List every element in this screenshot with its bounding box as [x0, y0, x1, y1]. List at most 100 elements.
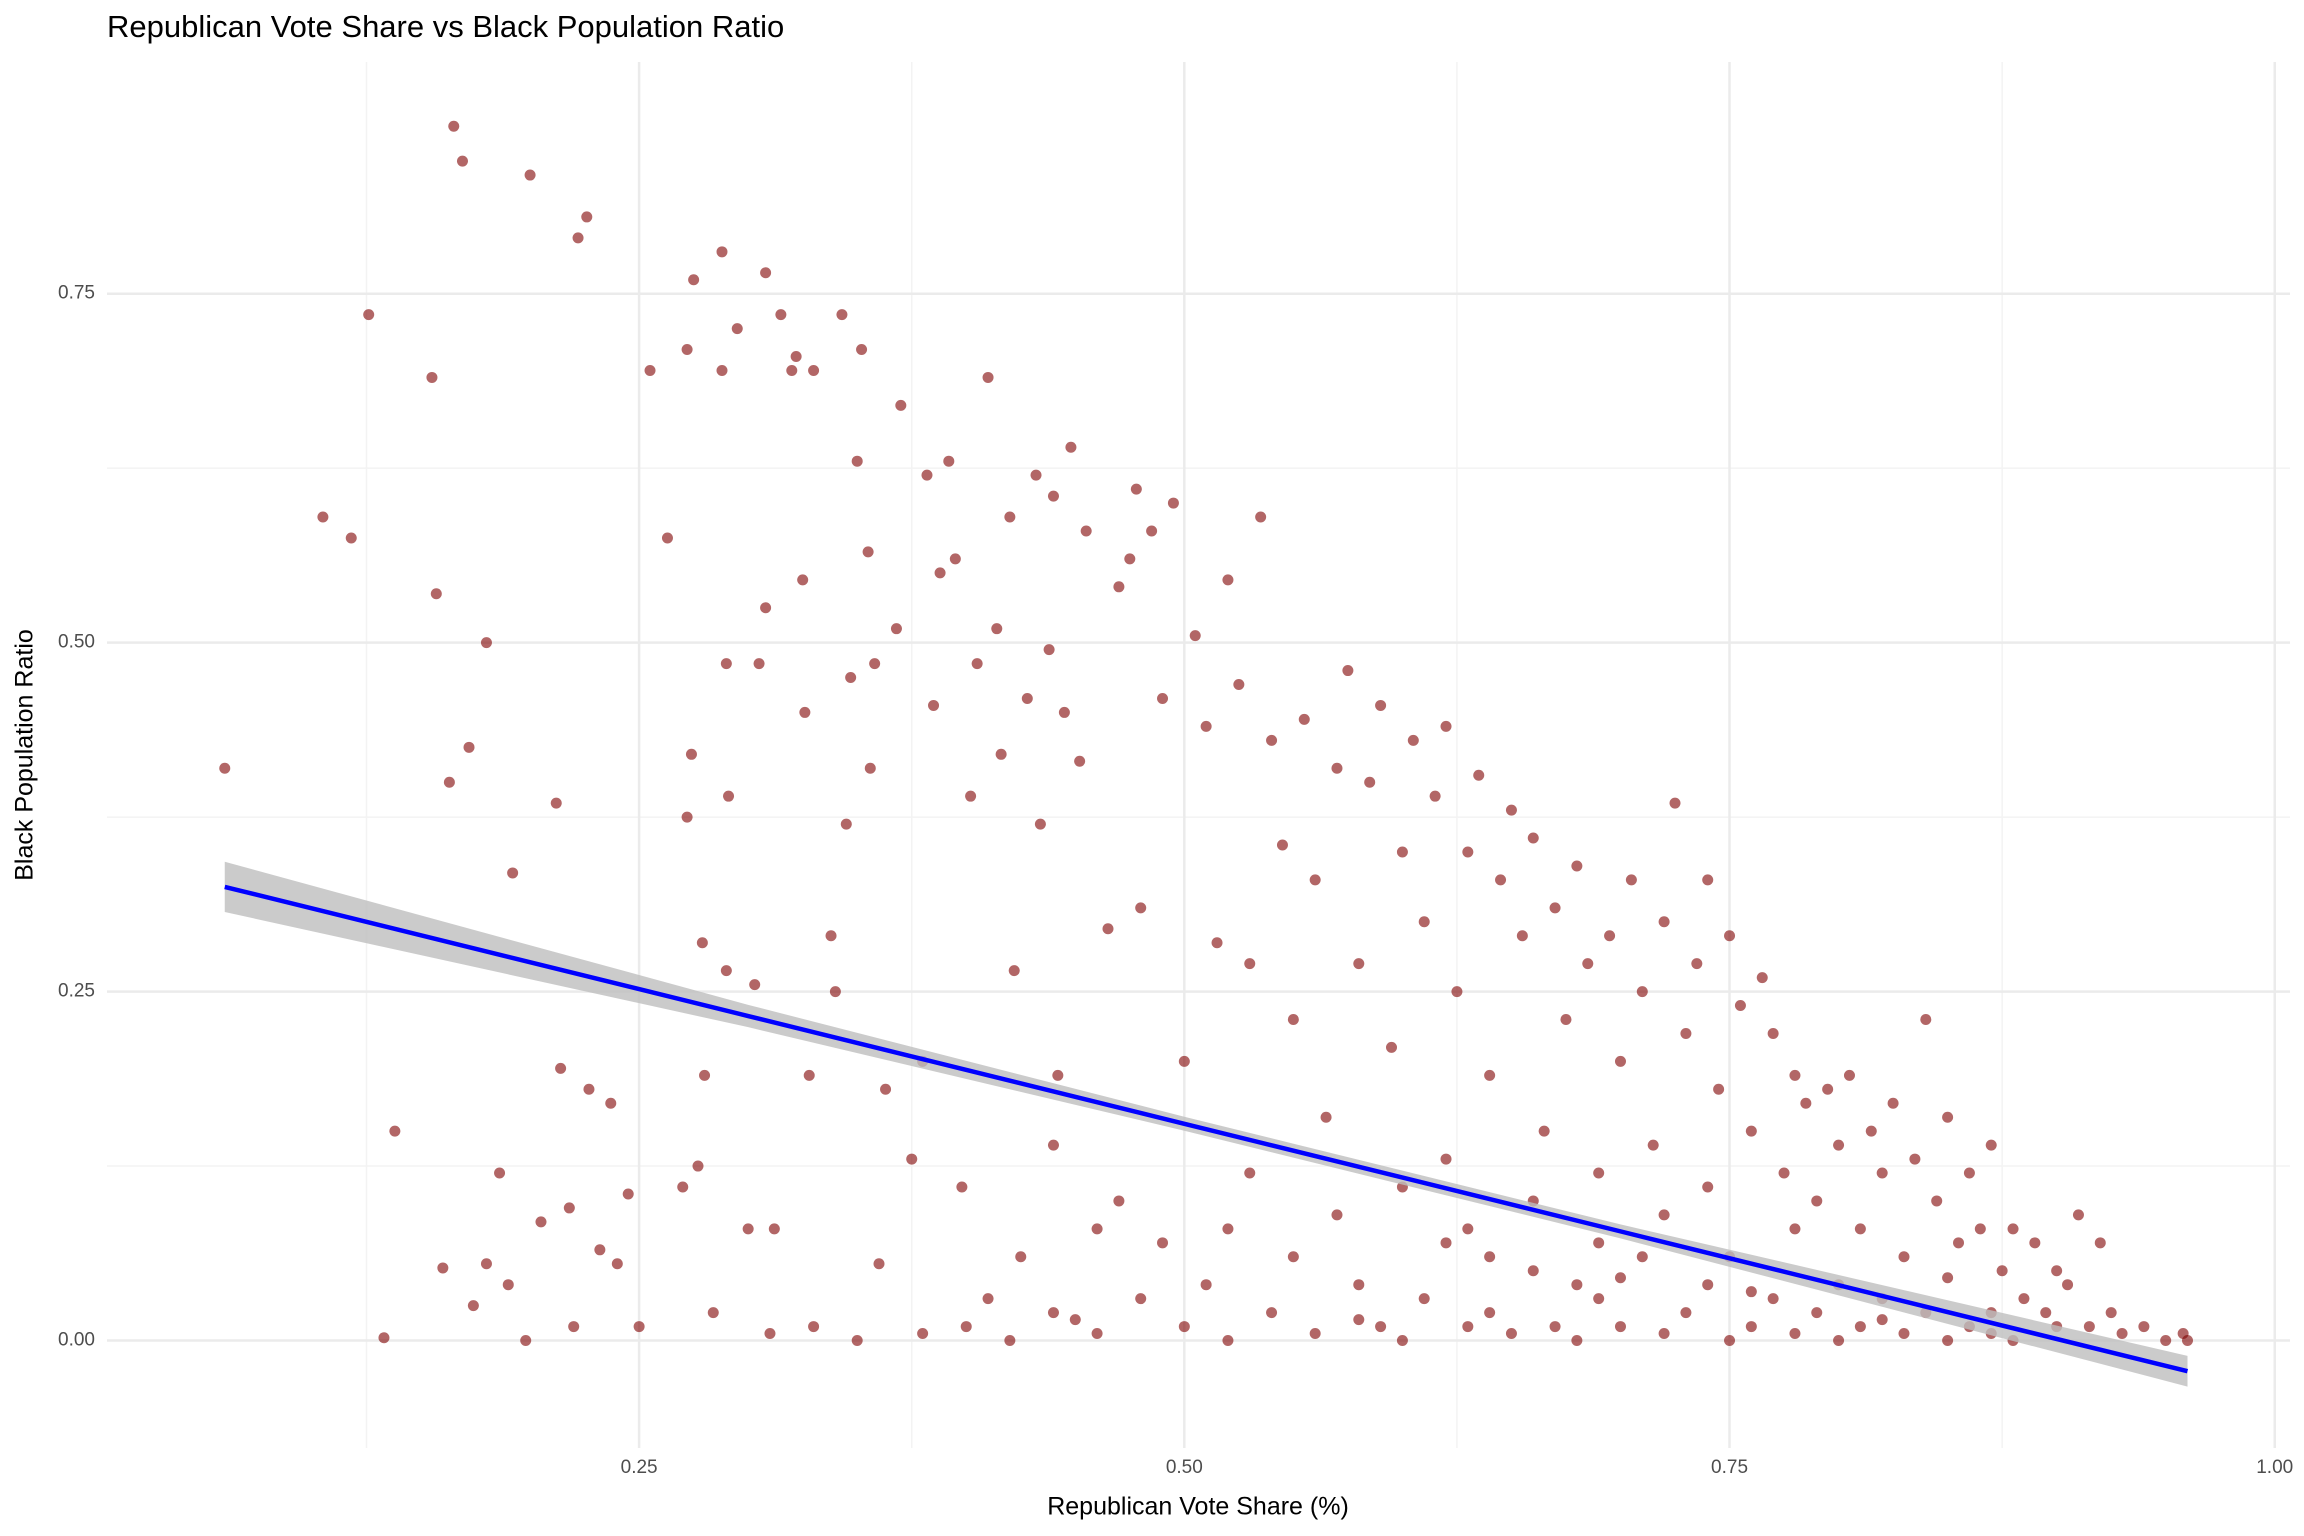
data-point: [2083, 1321, 2095, 1333]
data-point: [1440, 1153, 1452, 1165]
data-point: [1375, 1321, 1387, 1333]
x-tick-label: 1.00: [2256, 1457, 2293, 1478]
data-point: [1593, 1237, 1605, 1249]
data-point: [1200, 720, 1212, 732]
data-point: [2051, 1265, 2063, 1277]
data-point: [1287, 1013, 1299, 1025]
data-point: [790, 351, 802, 363]
data-point: [1724, 1335, 1736, 1347]
data-point: [1004, 1335, 1016, 1347]
data-point: [1047, 1139, 1059, 1151]
data-point: [995, 748, 1007, 760]
data-point: [502, 1279, 514, 1291]
data-point: [1276, 839, 1288, 851]
data-point: [583, 1083, 595, 1095]
data-point: [1604, 930, 1616, 942]
data-point: [1473, 769, 1485, 781]
data-point: [723, 790, 735, 802]
data-point: [1636, 986, 1648, 998]
data-point: [797, 574, 809, 586]
data-point: [611, 1258, 623, 1270]
data-point: [1222, 574, 1234, 586]
data-point: [363, 309, 375, 321]
data-point: [1724, 930, 1736, 942]
data-point: [1211, 937, 1223, 949]
data-point: [480, 637, 492, 649]
data-point: [1953, 1237, 1965, 1249]
data-point: [1124, 553, 1136, 565]
data-point: [1702, 1181, 1714, 1193]
data-point: [1549, 1321, 1561, 1333]
data-point: [1331, 762, 1343, 774]
data-point: [644, 364, 656, 376]
data-point: [720, 658, 732, 670]
data-point: [808, 364, 820, 376]
data-point: [1822, 1083, 1834, 1095]
chart-title: Republican Vote Share vs Black Populatio…: [107, 9, 784, 44]
data-point: [1440, 1237, 1452, 1249]
data-point: [1680, 1307, 1692, 1319]
data-point: [317, 511, 329, 523]
data-point: [1189, 630, 1201, 642]
data-point: [437, 1262, 449, 1274]
data-point: [1462, 1223, 1474, 1235]
data-point: [1047, 1307, 1059, 1319]
data-point: [555, 1062, 567, 1074]
data-point: [1157, 692, 1169, 704]
data-point: [971, 658, 983, 670]
data-point: [749, 979, 761, 991]
x-tick-label: 0.75: [1711, 1457, 1748, 1478]
data-point: [535, 1216, 547, 1228]
data-point: [1484, 1069, 1496, 1081]
data-point: [677, 1181, 689, 1193]
data-point: [1178, 1321, 1190, 1333]
data-point: [1065, 441, 1077, 453]
data-point: [1484, 1307, 1496, 1319]
data-point: [742, 1223, 754, 1235]
data-point: [720, 965, 732, 977]
data-point: [378, 1332, 390, 1344]
data-point: [1549, 902, 1561, 914]
data-point: [1647, 1139, 1659, 1151]
data-point: [1974, 1223, 1986, 1235]
data-point: [1015, 1251, 1027, 1263]
data-point: [692, 1160, 704, 1172]
data-point: [219, 762, 231, 774]
data-point: [1331, 1209, 1343, 1221]
data-point: [1811, 1195, 1823, 1207]
data-point: [2018, 1293, 2030, 1305]
data-point: [1865, 1125, 1877, 1137]
data-point: [443, 776, 455, 788]
data-point: [1287, 1251, 1299, 1263]
data-point: [1614, 1055, 1626, 1067]
data-point: [1516, 930, 1528, 942]
data-point: [1702, 1279, 1714, 1291]
data-point: [1462, 1321, 1474, 1333]
data-point: [1658, 1328, 1670, 1340]
x-tick-label: 0.50: [1166, 1457, 1203, 1478]
confidence-band: [224, 861, 2188, 1387]
data-point: [1222, 1223, 1234, 1235]
data-point: [1102, 923, 1114, 935]
data-point: [1244, 1167, 1256, 1179]
data-point: [1745, 1321, 1757, 1333]
data-point: [345, 532, 357, 544]
data-point: [568, 1321, 580, 1333]
data-point: [1734, 1000, 1746, 1012]
data-point: [389, 1125, 401, 1137]
data-point: [1167, 497, 1179, 509]
data-point: [1527, 832, 1539, 844]
data-point: [1429, 790, 1441, 802]
data-point: [829, 986, 841, 998]
data-point: [1505, 804, 1517, 816]
data-point: [917, 1328, 929, 1340]
data-point: [1745, 1286, 1757, 1298]
data-point: [1593, 1167, 1605, 1179]
data-point: [921, 469, 933, 481]
data-point: [1538, 1125, 1550, 1137]
data-point: [685, 748, 697, 760]
data-point: [1364, 776, 1376, 788]
data-point: [1298, 713, 1310, 725]
